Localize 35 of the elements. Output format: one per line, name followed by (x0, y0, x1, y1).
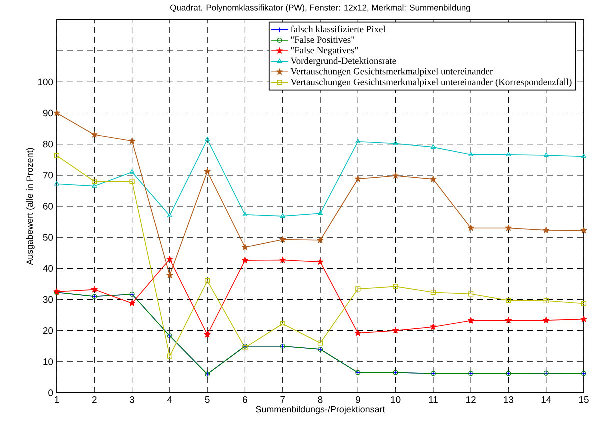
x-tick-label: 5 (205, 396, 210, 404)
y-tick-label: 90 (43, 110, 54, 117)
x-tick-label: 12 (466, 396, 476, 404)
x-tick-label: 8 (318, 396, 323, 404)
chart-title: Quadrat. Polynomklassifikator (PW), Fenster: 12x12, Merkmal: Summenbildung (170, 4, 470, 12)
x-tick-label: 1 (55, 396, 60, 404)
legend-label: Vordergrund-Detektionsrate (290, 58, 396, 66)
legend-label: "False Positives" (291, 36, 354, 44)
y-tick-label: 80 (43, 140, 54, 148)
x-tick-label: 10 (391, 396, 401, 404)
y-tick-label: 60 (43, 203, 54, 210)
x-axis-title: Summenbildungs-/Projektionsart (256, 406, 386, 414)
y-tick-label: 100 (38, 78, 54, 86)
legend-label: "False Negatives" (291, 47, 358, 56)
x-tick-label: 4 (168, 396, 172, 404)
y-axis-title: Ausgabewert (alle in Prozent) (26, 148, 35, 266)
x-tick-label: 7 (280, 396, 286, 404)
y-tick-label: 20 (43, 327, 54, 334)
y-tick-label: 40 (43, 265, 54, 272)
x-tick-label: 2 (92, 396, 97, 404)
x-tick-label: 3 (130, 396, 134, 404)
x-tick-label: 11 (429, 396, 438, 404)
x-tick-label: 9 (356, 396, 360, 404)
y-tick-label: 50 (43, 234, 54, 241)
x-tick-label: 14 (542, 396, 552, 404)
y-tick-label: 0 (48, 390, 54, 396)
y-tick-label: 30 (43, 296, 54, 304)
x-tick-label: 15 (579, 396, 589, 404)
y-tick-label: 10 (44, 358, 54, 366)
x-tick-label: 13 (504, 396, 514, 404)
y-tick-label: 70 (43, 172, 54, 179)
legend-label: Vertauschungen Gesichtsmerkmalpixel untereinander (290, 68, 493, 77)
legend-label: falsch klassifizierte Pixel (290, 26, 386, 33)
legend-label: Vertauschungen Gesichtsmerkmalpixel untereinander (Korrespondenzfall) (290, 78, 572, 88)
x-tick-label: 6 (243, 396, 248, 404)
